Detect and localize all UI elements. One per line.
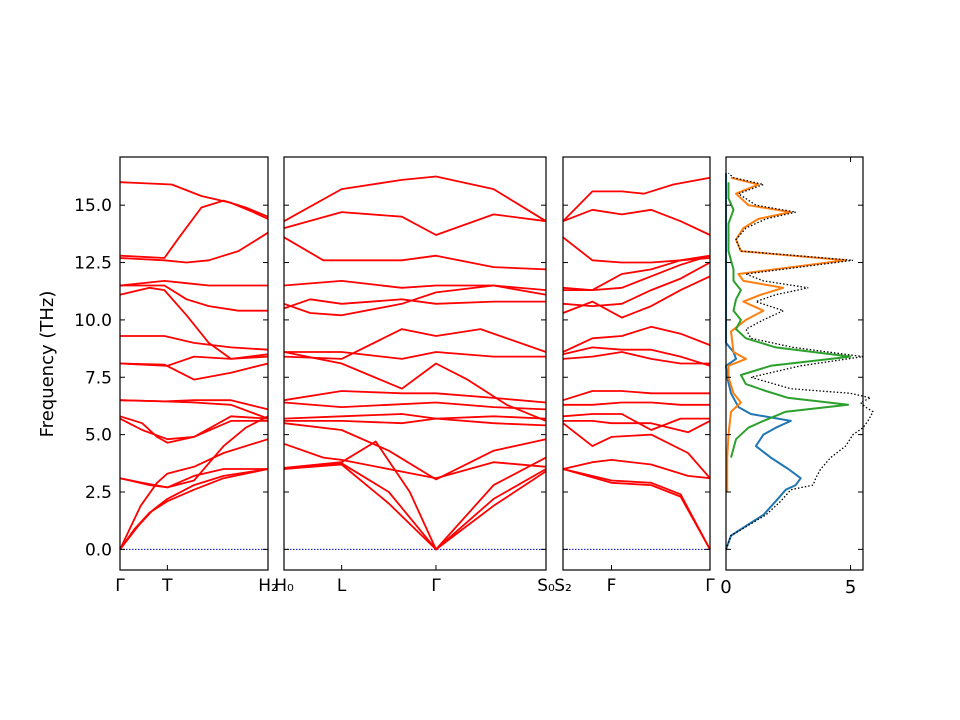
panel-frame: [119, 156, 269, 571]
phonon-band: [283, 462, 547, 551]
phonon-band: [562, 459, 711, 480]
dos-x-tick-label: 5: [845, 577, 856, 598]
phonon-band: [562, 351, 710, 365]
panel-frame: [562, 156, 711, 571]
total-dos-curve: [725, 172, 874, 550]
phonon-band: [284, 417, 547, 427]
phonon-band: [283, 236, 547, 271]
phonon-band: [119, 181, 269, 220]
phonon-band: [562, 346, 711, 367]
y-tick-label: 5.0: [85, 426, 112, 446]
phonon-band: [119, 399, 269, 411]
phonon-band: [283, 390, 547, 404]
y-tick-label: 12.5: [74, 254, 112, 274]
panel-frame: [283, 156, 547, 571]
y-tick-label: 10.0: [74, 311, 112, 331]
partial-dos-curve: [726, 176, 847, 492]
phonon-band: [563, 420, 711, 434]
phonon-band: [283, 328, 547, 360]
partial-dos-curve: [727, 182, 852, 458]
phonon-band: [563, 401, 710, 406]
phonon-band: [283, 351, 547, 422]
phonon-band: [283, 401, 547, 411]
phonon-band: [562, 261, 711, 307]
phonon-band: [562, 390, 710, 402]
phonon-band: [119, 231, 269, 264]
y-axis-label: Frequency (THz): [37, 291, 58, 438]
x-tick-label: Γ: [705, 576, 715, 596]
phonon-band: [283, 440, 547, 551]
phonon-band: [119, 438, 269, 550]
x-tick-label: Γ: [431, 576, 441, 596]
y-tick-label: 15.0: [74, 196, 112, 216]
phonon-band: [283, 280, 547, 296]
phonon-band: [562, 468, 711, 550]
phonon-band: [284, 351, 546, 360]
x-tick-label: H₀: [274, 576, 294, 596]
phonon-band: [563, 254, 711, 291]
dos-panel-frame: [725, 156, 864, 571]
phonon-band: [283, 211, 547, 236]
x-tick-label: F: [607, 576, 617, 596]
phonon-band: [119, 415, 269, 444]
y-tick-label: 0.0: [85, 540, 112, 560]
phonon-band: [119, 362, 269, 381]
phonon-band: [283, 175, 547, 222]
phonon-band: [562, 236, 711, 264]
phonon-band: [562, 325, 711, 353]
phonon-band: [119, 353, 269, 367]
partial-dos-curve: [725, 173, 802, 550]
y-tick-label: 2.5: [85, 483, 112, 503]
phonon-band: [120, 335, 269, 351]
phonon-band: [283, 463, 547, 551]
phonon-band: [562, 275, 711, 319]
x-tick-label: S₂: [554, 576, 572, 596]
x-tick-label: S₀: [537, 576, 555, 596]
phonon-band: [119, 417, 268, 441]
phonon-band: [119, 415, 269, 489]
phonon-band: [119, 199, 269, 259]
x-tick-label: Γ: [115, 576, 125, 596]
phonon-band: [283, 422, 547, 481]
phonon-band: [283, 413, 547, 420]
phonon-band: [119, 280, 268, 287]
phonon-band: [562, 422, 711, 479]
y-tick-label: 7.5: [85, 368, 112, 388]
phonon-band: [119, 286, 269, 360]
x-tick-label: H₂: [258, 576, 278, 596]
dos-x-tick-label: 0: [720, 577, 731, 598]
phonon-band: [119, 468, 269, 550]
phonon-band: [283, 442, 547, 480]
x-tick-label: L: [337, 576, 347, 596]
phonon-band: [562, 208, 711, 236]
phonon-band: [562, 176, 711, 222]
phonon-band: [283, 298, 546, 310]
phonon-band: [562, 254, 711, 291]
phonon-band: [120, 284, 268, 312]
x-tick-label: T: [161, 576, 173, 596]
phonon-band: [562, 413, 710, 431]
